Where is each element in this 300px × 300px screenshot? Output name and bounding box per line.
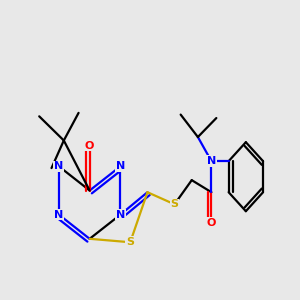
Text: S: S: [126, 237, 134, 247]
Text: N: N: [116, 161, 125, 171]
Text: O: O: [85, 141, 94, 151]
Text: O: O: [207, 218, 216, 228]
Text: N: N: [54, 210, 64, 220]
Text: S: S: [170, 199, 178, 209]
Text: N: N: [54, 161, 64, 171]
Text: N: N: [116, 210, 125, 220]
Text: N: N: [207, 156, 216, 166]
